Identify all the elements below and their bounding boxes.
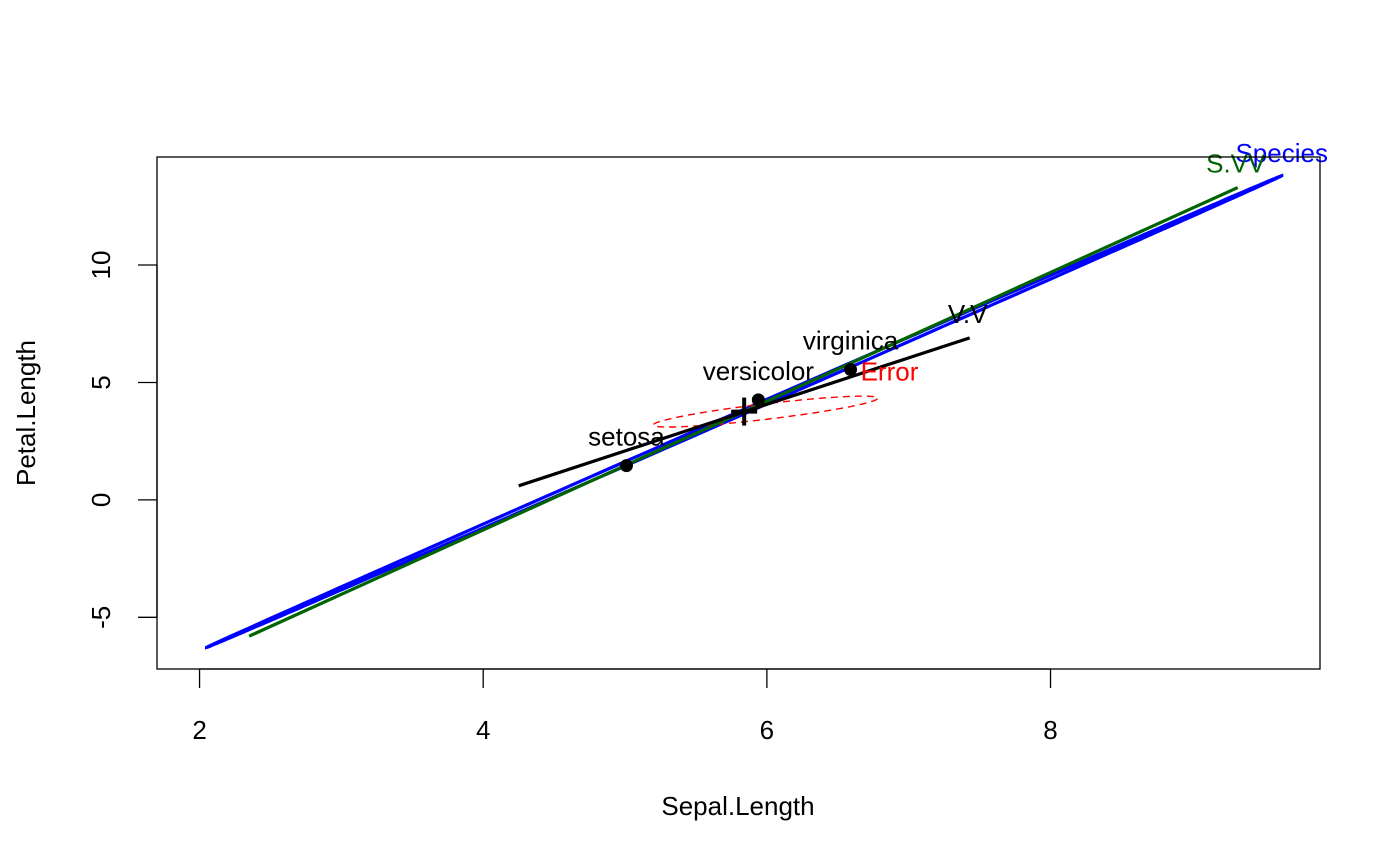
setosa-point-label: setosa (588, 422, 665, 452)
species-ellipse-label: Species (1235, 138, 1328, 168)
versicolor-point (751, 393, 765, 407)
y-axis-label: Petal.Length (11, 340, 41, 486)
x-tick-label: 6 (760, 715, 774, 745)
virginica-point-label: virginica (803, 326, 899, 356)
annotation-labels: Species Error S.VV V.V setosa versicolorvirgi… (588, 138, 1328, 452)
y-tick-label: 10 (86, 251, 116, 280)
v-v-label: V.V (948, 299, 988, 329)
x-tick-label: 2 (192, 715, 206, 745)
plot-area (205, 173, 1284, 650)
s-vv-label: S.VV (1206, 149, 1266, 179)
x-tick-label: 4 (476, 715, 490, 745)
x-tick-label: 8 (1043, 715, 1057, 745)
error-ellipse (652, 395, 879, 428)
y-tick-label: -5 (86, 606, 116, 629)
x-axis: 2 4 6 8 (192, 668, 1058, 745)
x-axis-label: Sepal.Length (661, 791, 814, 821)
y-tick-label: 5 (86, 375, 116, 389)
y-axis: -5 0 5 10 (86, 251, 158, 629)
setosa-point (619, 459, 633, 473)
y-tick-label: 0 (86, 493, 116, 507)
versicolor-point-label: versicolor (703, 356, 815, 386)
error-ellipse-label: Error (861, 357, 919, 387)
plot-frame (156, 156, 1321, 670)
species-ellipse (205, 173, 1284, 650)
virginica-point (844, 363, 858, 377)
